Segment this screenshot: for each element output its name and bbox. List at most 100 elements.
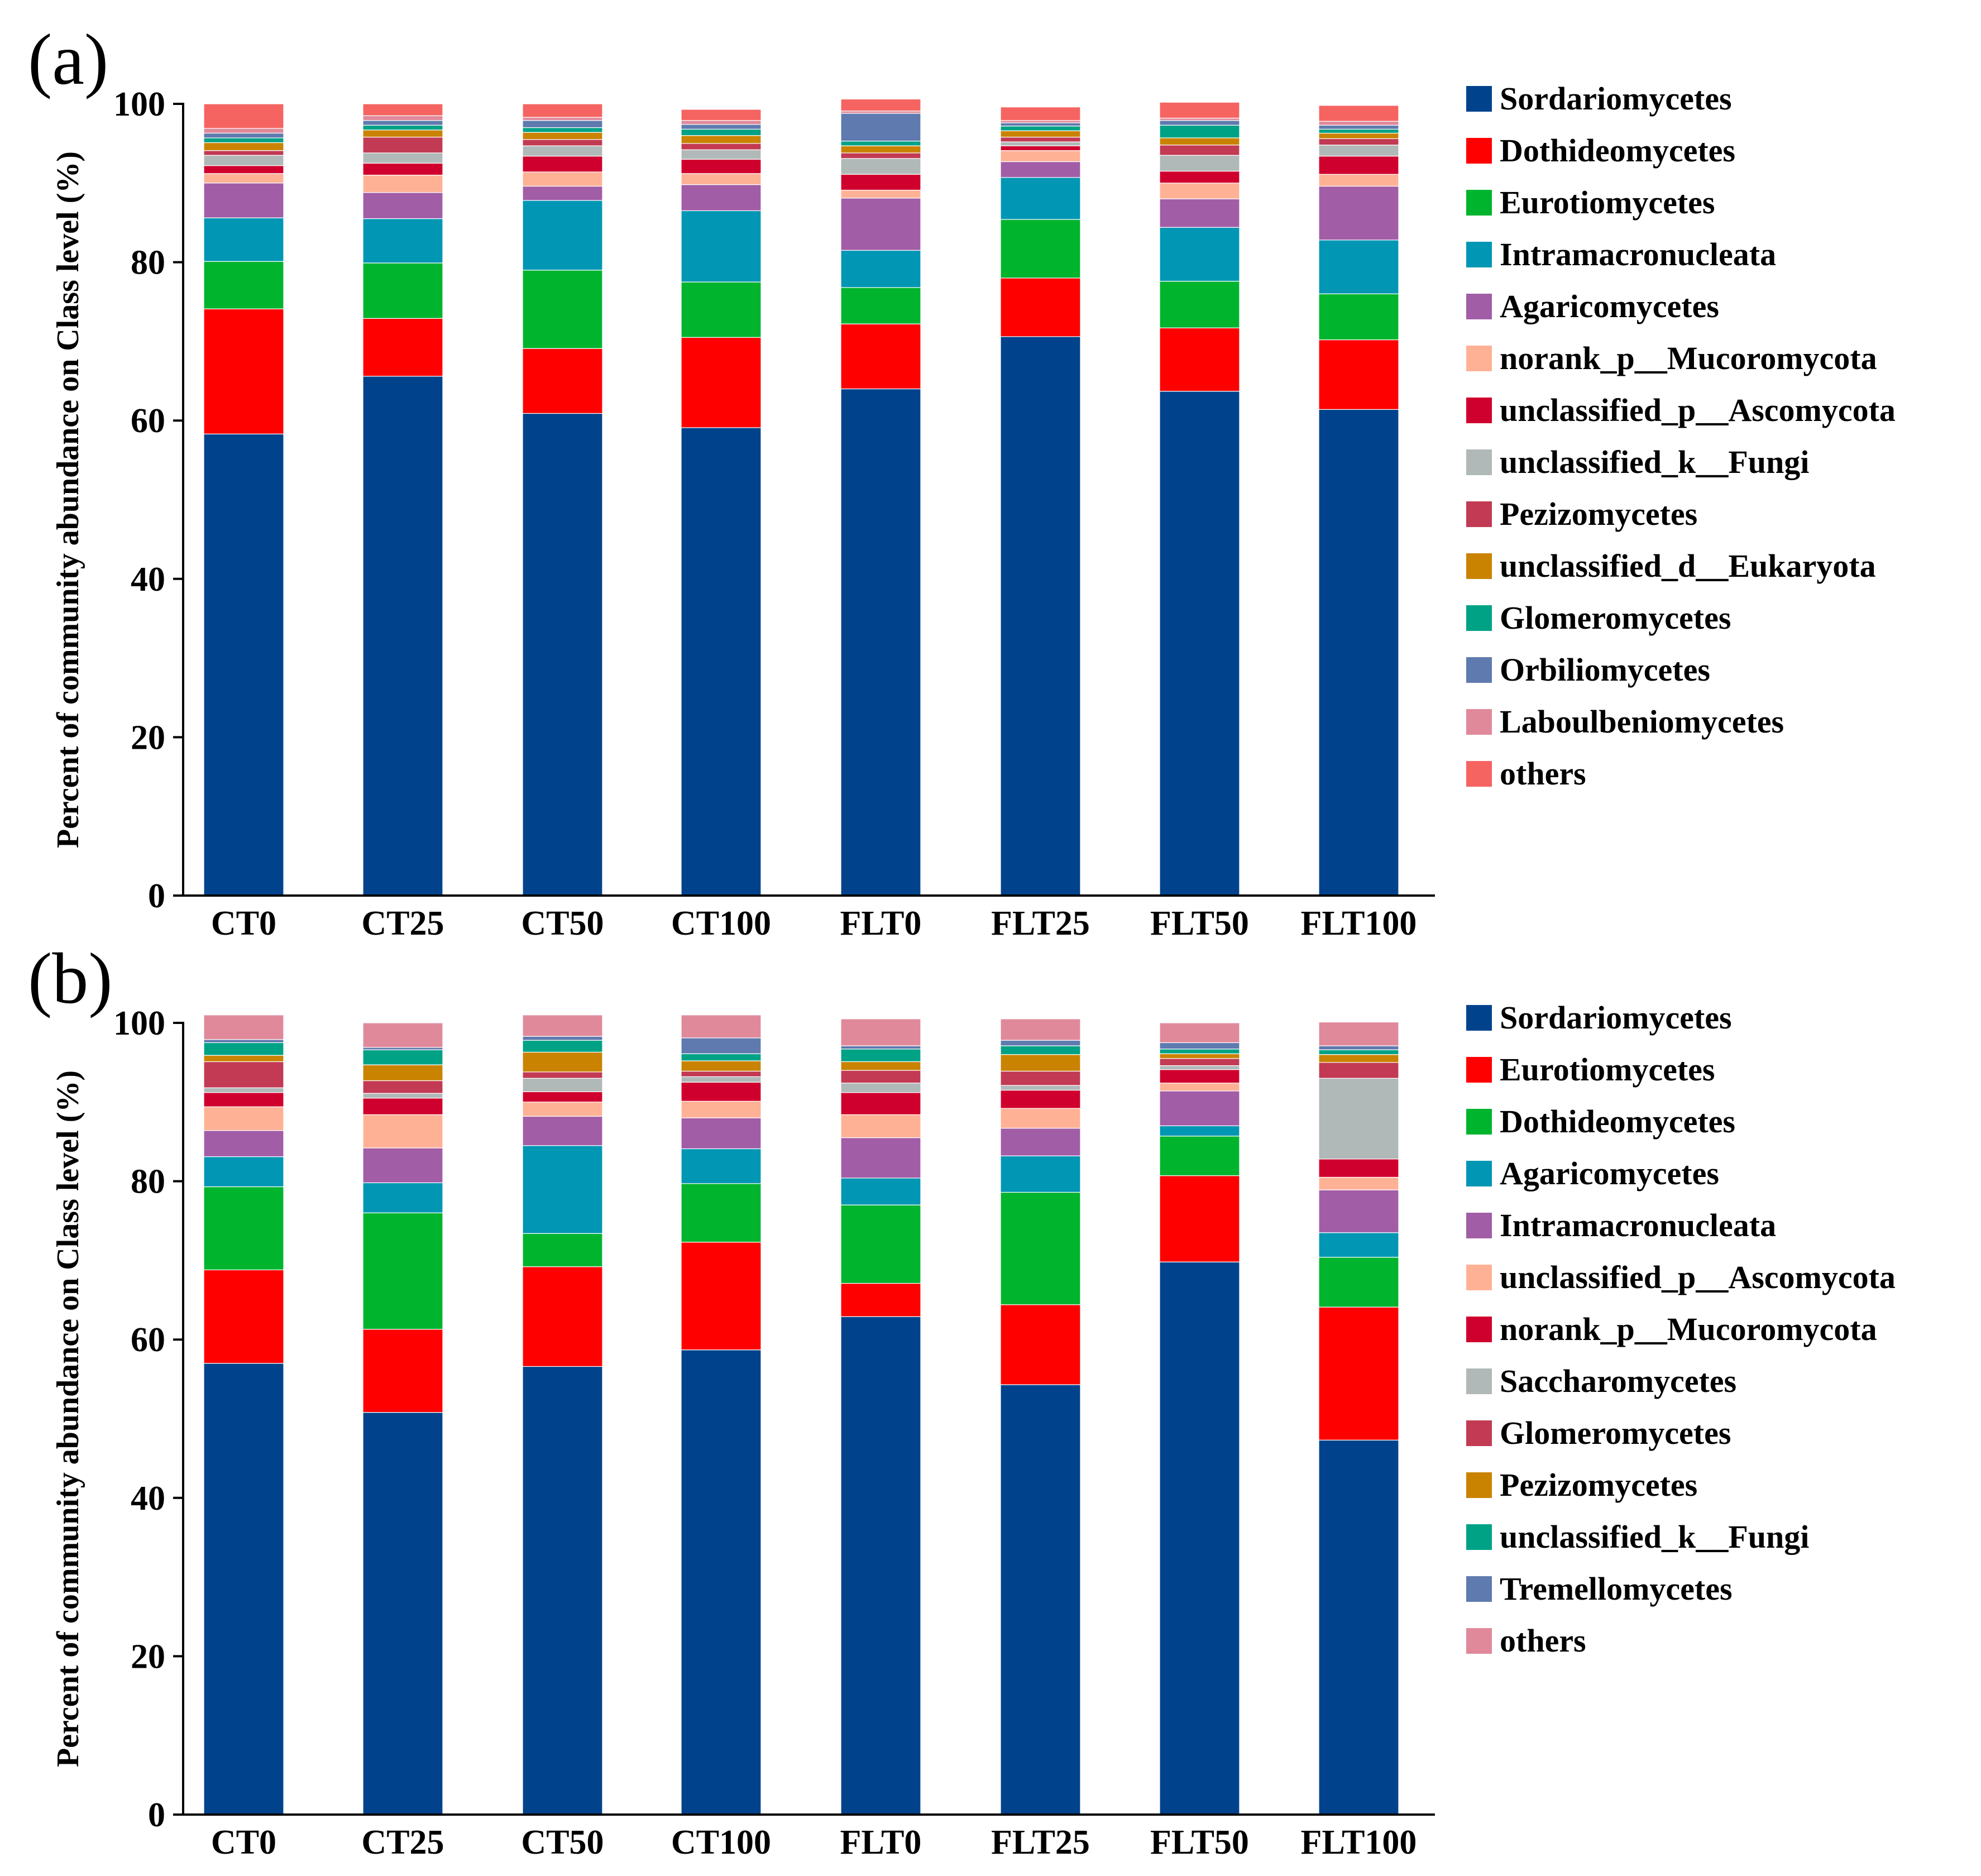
bar-segment [362,1047,443,1050]
legend-swatch [1466,1524,1492,1550]
bar-segment [1000,1045,1081,1055]
bar-segment [522,1091,603,1103]
bar-segment [681,173,762,185]
bar-segment [522,1071,603,1079]
bar-segment [522,270,603,349]
x-tick-label: CT100 [671,904,771,942]
bar-segment [681,1070,762,1078]
legend-label: Eurotiomycetes [1500,1051,1715,1088]
bar-segment [522,1036,603,1041]
bar-segment [203,165,284,174]
legend-label: unclassified_k__Fungi [1500,1519,1809,1555]
bar-segment [1318,1232,1399,1258]
bar-segment [522,1040,603,1053]
legend-swatch [1466,709,1492,735]
bar-segment [1000,1018,1081,1041]
bar-segment [1000,219,1081,279]
bar-segment [203,1186,284,1271]
y-tick-label: 80 [131,1163,165,1201]
bar-segment [681,427,762,896]
legend-swatch [1466,346,1492,371]
bar-segment [362,1080,443,1094]
legend-label: Tremellomycetes [1500,1571,1733,1607]
bar-segment [1318,1159,1399,1178]
bar-segment [1000,1040,1081,1046]
bar-segment [203,137,284,143]
bar-segment [362,136,443,154]
legend-label: unclassified_p__Ascomycota [1500,392,1896,428]
legend-label: others [1500,755,1586,792]
bar-segment [840,174,921,191]
bar-segment [1000,130,1081,138]
bar-segment [1000,1155,1081,1193]
bar-segment [203,261,284,309]
bar-segment [1159,1261,1240,1815]
bar-segment [203,1087,284,1093]
bar-segment [1318,155,1399,175]
bar-segment [1159,170,1240,184]
legend-swatch [1466,605,1492,631]
bar-segment [203,1061,284,1088]
bar-segment [681,1183,762,1243]
bar-stack-FLT25 [1000,1018,1081,1815]
bar-stack-FLT100 [1318,1021,1399,1815]
bar-segment [840,1114,921,1138]
bar-segment [522,1078,603,1092]
bar-segment [522,1266,603,1367]
bar-segment [1318,132,1399,139]
legend-swatch [1466,501,1492,527]
bar-segment [681,135,762,144]
bar-segment [522,132,603,140]
panel-label: (b) [28,939,113,1019]
bar-segment [362,162,443,176]
bar-segment [203,1039,284,1044]
bar-segment [840,145,921,154]
bar-segment [522,1014,603,1037]
bar-segment [203,1106,284,1131]
bar-segment [522,139,603,146]
bar-segment [681,1076,762,1083]
bar-segment [203,1014,284,1040]
legend-swatch [1466,398,1492,423]
bar-segment [1159,125,1240,138]
bar-segment [1318,105,1399,122]
legend-label: Eurotiomycetes [1500,184,1715,221]
x-tick-label: CT25 [361,904,444,942]
bar-segment [203,150,284,156]
y-tick-label: 20 [131,719,165,757]
bar-segment [1159,155,1240,172]
legend-swatch [1466,657,1492,683]
legend-swatch [1466,1368,1492,1394]
legend-swatch [1466,1213,1492,1238]
legend-swatch [1466,1628,1492,1654]
bar-segment [681,143,762,150]
bar-segment [1318,1078,1399,1160]
legend-label: norank_p__Mucoromycota [1500,340,1877,376]
bar-segment [1318,1176,1399,1190]
x-tick-label: FLT25 [991,904,1090,942]
bar-segment [1159,1022,1240,1044]
bar-segment [1159,183,1240,199]
bar-segment [840,1018,921,1046]
bar-segment [840,323,921,390]
legend-label: Dothideomycetes [1500,132,1735,169]
bar-segment [840,1049,921,1063]
bar-segment [681,1014,762,1038]
legend-swatch [1466,1161,1492,1186]
legend-label: Sordariomycetes [1500,999,1732,1036]
bar-stack-CT25 [362,1022,443,1815]
legend-label: Glomeromycetes [1500,600,1731,636]
legend-swatch [1466,449,1492,475]
x-tick-label: CT50 [521,1824,604,1861]
bar-segment [1318,138,1399,146]
x-tick-label: FLT0 [840,904,922,942]
bar-segment [1159,1175,1240,1262]
bar-segment [362,152,443,164]
legend: Sordariomycetes Dothideomycetes Eurotiomyc… [1466,80,1896,792]
legend-label: unclassified_k__Fungi [1500,444,1809,480]
bar-stack-FLT0 [840,98,921,896]
bar-stack-FLT50 [1159,102,1240,896]
bar-segment [362,103,443,116]
bar-segment [1318,1306,1399,1440]
bar-segment [362,218,443,264]
